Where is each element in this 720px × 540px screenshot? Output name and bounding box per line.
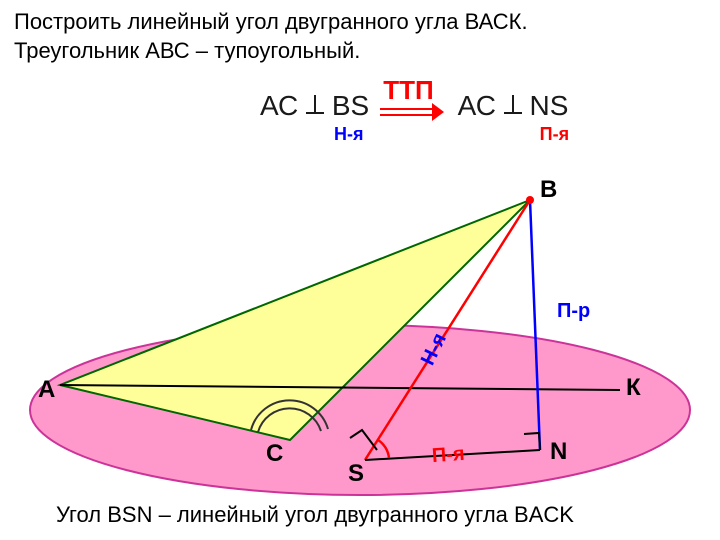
point-label-c: С — [266, 440, 283, 468]
formula-right: АС NS П-я — [458, 90, 569, 122]
formula-left: АС ВS Н-я — [260, 90, 369, 122]
diagram-svg — [0, 160, 720, 500]
formula-left-sub: Н-я — [334, 124, 364, 145]
formula-left-a: АС — [260, 90, 298, 121]
perp-icon — [504, 95, 522, 117]
edge-label-bn: П-р — [557, 300, 590, 323]
point-label-k: К — [626, 374, 641, 402]
task-text: Построить линейный угол двугранного угла… — [14, 8, 528, 65]
ttp-label: ТТП — [383, 75, 433, 106]
perp-icon — [306, 95, 324, 117]
point-b-dot — [526, 196, 534, 204]
geometry-diagram: А В С К N S Н-я П-я П-р — [0, 160, 720, 500]
formula-line: АС ВS Н-я ТТП АС NS П-я — [260, 90, 568, 122]
task-line-1: Построить линейный угол двугранного угла… — [14, 8, 528, 37]
formula-right-sub: П-я — [540, 124, 569, 145]
formula-right-a: АС — [458, 90, 496, 121]
task-line-2: Треугольник АВС – тупоугольный. — [14, 37, 528, 66]
point-label-a: А — [38, 376, 55, 404]
formula-right-b: NS — [530, 90, 569, 121]
conclusion-text: Угол BSN – линейный угол двугранного угл… — [56, 502, 574, 528]
arrow-icon — [380, 103, 444, 121]
point-label-b: В — [540, 176, 557, 204]
point-label-n: N — [550, 438, 567, 466]
formula-left-b: ВS — [332, 90, 369, 121]
point-label-s: S — [348, 460, 364, 488]
edge-label-sn: П-я — [431, 443, 465, 468]
